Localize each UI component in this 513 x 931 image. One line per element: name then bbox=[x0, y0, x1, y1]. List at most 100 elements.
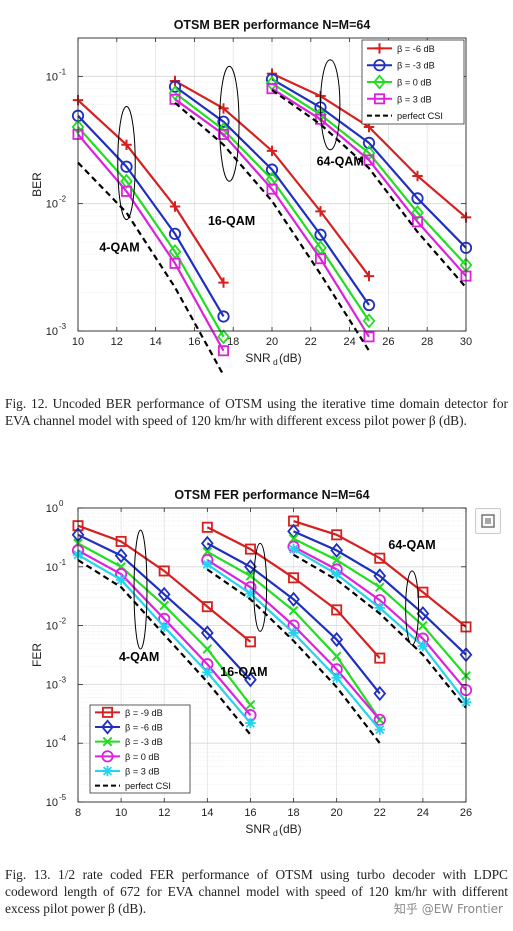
data-point bbox=[288, 543, 299, 555]
y-tick-exponent: -2 bbox=[59, 195, 67, 204]
data-point bbox=[374, 582, 385, 593]
legend-label: perfect CSI bbox=[125, 781, 171, 791]
x-tick-label: 26 bbox=[460, 807, 472, 819]
series-line bbox=[206, 568, 381, 744]
annotation-label: 4-QAM bbox=[99, 241, 139, 255]
series-line bbox=[77, 133, 225, 352]
y-tick-exponent: -4 bbox=[59, 734, 67, 743]
series-line bbox=[77, 549, 252, 716]
data-point bbox=[217, 310, 230, 323]
legend-marker bbox=[102, 736, 113, 747]
series-line bbox=[77, 99, 225, 284]
x-tick-label: 22 bbox=[374, 807, 386, 819]
y-tick-exponent: -1 bbox=[59, 67, 67, 76]
x-tick-label: 28 bbox=[421, 336, 433, 348]
chart-title: OTSM BER performance N=M=64 bbox=[174, 18, 371, 32]
data-point bbox=[418, 620, 428, 631]
data-point bbox=[331, 568, 342, 580]
legend-marker bbox=[373, 59, 386, 72]
legend-marker bbox=[373, 74, 386, 90]
data-point bbox=[202, 546, 213, 557]
legend-label: β = -3 dB bbox=[397, 61, 435, 71]
caption-fig13: Fig. 13. 1/2 rate coded FER performance … bbox=[5, 867, 508, 916]
data-point bbox=[217, 115, 230, 128]
x-tick-label: 18 bbox=[287, 807, 299, 819]
data-point bbox=[218, 277, 229, 288]
fer-chart: OTSM FER performance N=M=64 4-QAM 16-QAM 64… bbox=[30, 488, 473, 838]
data-point bbox=[411, 192, 424, 205]
series-line bbox=[77, 524, 252, 643]
legend-label: β = 0 dB bbox=[125, 752, 160, 762]
legend-marker bbox=[102, 765, 113, 777]
legend-label: β = 0 dB bbox=[397, 78, 432, 88]
data-point bbox=[314, 107, 327, 123]
data-point bbox=[217, 329, 230, 345]
data-point bbox=[411, 205, 424, 221]
data-point bbox=[374, 552, 386, 564]
x-tick-label: 10 bbox=[115, 807, 127, 819]
group-ellipse bbox=[253, 542, 268, 632]
data-point bbox=[287, 591, 300, 607]
y-tick-label: 10 bbox=[46, 326, 58, 338]
legend-label: perfect CSI bbox=[397, 111, 443, 121]
data-point bbox=[202, 667, 213, 678]
series-line bbox=[293, 553, 467, 709]
data-point bbox=[374, 602, 385, 614]
data-point bbox=[288, 627, 299, 639]
series-line bbox=[271, 82, 467, 266]
x-axis-label-unit: (dB) bbox=[279, 351, 302, 365]
legend-marker bbox=[102, 706, 114, 718]
watermark: 知乎 @EW Frontier bbox=[393, 902, 503, 916]
data-point bbox=[412, 170, 423, 182]
x-tick-label: 20 bbox=[331, 807, 343, 819]
series-line bbox=[293, 545, 467, 691]
zoom-button[interactable] bbox=[475, 508, 501, 534]
series-line bbox=[271, 87, 467, 277]
series-3 bbox=[72, 83, 472, 357]
axes-box bbox=[77, 507, 467, 803]
data-point bbox=[417, 640, 429, 652]
y-tick-label: 10 bbox=[46, 199, 58, 211]
data-point bbox=[244, 636, 256, 648]
y-axis: 10-110-210-3 bbox=[46, 67, 466, 338]
data-point bbox=[202, 644, 213, 654]
x-tick-label: 22 bbox=[305, 336, 317, 348]
x-tick-label: 24 bbox=[343, 336, 355, 348]
x-tick-label: 30 bbox=[460, 336, 472, 348]
series-line bbox=[174, 85, 370, 306]
data-point bbox=[363, 270, 375, 282]
legend: β = -6 dB β = -3 dB β = 0 dB β = 3 dB perfec… bbox=[361, 39, 465, 125]
series-line bbox=[206, 542, 381, 695]
x-tick-label: 10 bbox=[72, 336, 84, 348]
data-point bbox=[169, 201, 181, 212]
legend-marker bbox=[101, 719, 114, 735]
data-point bbox=[288, 605, 299, 616]
legend: β = -9 dB β = -6 dB β = -3 dB β = 0 dB β = 3… bbox=[89, 704, 191, 794]
data-point bbox=[114, 548, 128, 564]
y-tick-label: 10 bbox=[46, 503, 58, 515]
data-point bbox=[168, 80, 182, 93]
data-point bbox=[362, 313, 376, 329]
data-point bbox=[200, 535, 214, 552]
y-tick-label: 10 bbox=[46, 797, 58, 809]
data-point bbox=[168, 85, 182, 101]
x-axis-label: SNR bbox=[245, 822, 271, 836]
data-point bbox=[330, 542, 344, 559]
data-point bbox=[121, 185, 133, 197]
x-axis: 8 10 12 14 16 18 20 22 24 26 bbox=[75, 508, 472, 819]
series-line bbox=[271, 78, 467, 249]
y-tick-exponent: -3 bbox=[59, 322, 67, 331]
legend-label: β = -6 dB bbox=[397, 44, 435, 54]
data-point bbox=[362, 298, 376, 312]
x-tick-label: 14 bbox=[149, 336, 161, 348]
annotation-label: 4-QAM bbox=[119, 650, 159, 664]
series-line bbox=[77, 559, 252, 736]
legend-marker bbox=[101, 750, 114, 763]
data-point bbox=[121, 139, 132, 150]
data-point bbox=[331, 672, 342, 683]
data-point bbox=[217, 345, 229, 357]
data-point bbox=[416, 605, 430, 622]
y-axis-label: FER bbox=[30, 643, 44, 667]
y-tick-label: 10 bbox=[46, 562, 58, 574]
data-point bbox=[266, 183, 278, 195]
